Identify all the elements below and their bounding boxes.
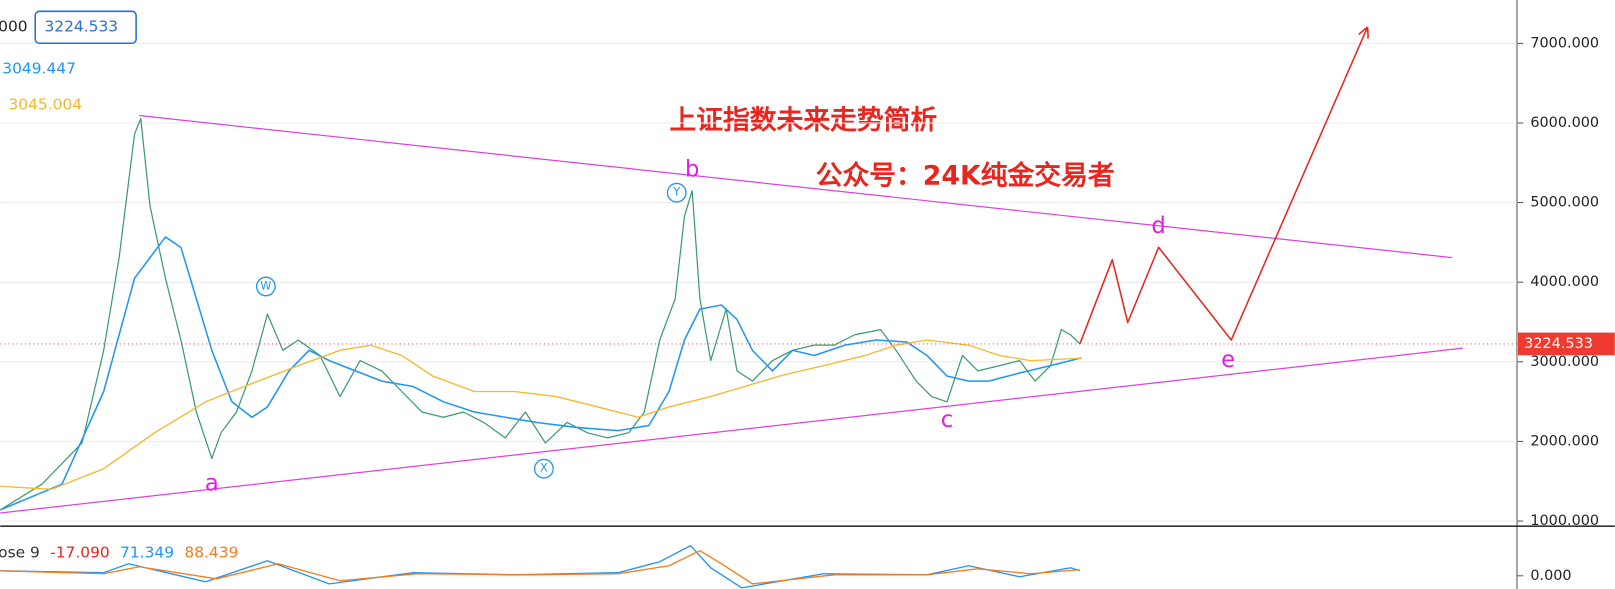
series-line bbox=[1079, 28, 1367, 345]
readout: 3045.004 bbox=[8, 96, 82, 114]
wave-label: b bbox=[685, 157, 699, 183]
series-line bbox=[0, 550, 1080, 585]
y-tick-label: 1000.000 bbox=[1530, 513, 1599, 529]
y-tick-label: 4000.000 bbox=[1530, 274, 1599, 290]
series-line bbox=[139, 114, 1453, 259]
wave-label: e bbox=[1221, 347, 1235, 373]
readout: 3049.447 bbox=[2, 59, 76, 77]
y-tick-label: 7000.000 bbox=[1530, 35, 1599, 51]
readout: 71.349 bbox=[120, 543, 174, 561]
y-tick-label: 2000.000 bbox=[1530, 433, 1599, 449]
readout: -17.090 bbox=[50, 543, 110, 561]
readout: 88.439 bbox=[184, 543, 238, 561]
readout: 000 bbox=[0, 17, 28, 35]
y-tick-label: 0.000 bbox=[1530, 568, 1571, 584]
wave-label: c bbox=[941, 407, 953, 433]
wave-label: X bbox=[540, 461, 548, 475]
series-line bbox=[0, 117, 1081, 511]
wave-circle bbox=[255, 276, 276, 297]
chart-title: 上证指数未来走势简析 bbox=[670, 104, 938, 136]
y-tick-label: 6000.000 bbox=[1530, 115, 1599, 131]
chart-subtitle: 公众号：24K纯金交易者 bbox=[816, 160, 1115, 192]
y-tick-label: 3000.000 bbox=[1530, 354, 1599, 370]
wave-label: a bbox=[205, 471, 219, 497]
price-tag-label: 3224.533 bbox=[1524, 336, 1593, 352]
y-tick-label: 5000.000 bbox=[1530, 195, 1599, 211]
readout-box bbox=[34, 10, 137, 45]
series-line bbox=[0, 339, 1082, 490]
price-tag bbox=[1518, 332, 1615, 356]
readout: 3224.533 bbox=[44, 17, 118, 35]
wave-circle bbox=[533, 458, 554, 479]
readout: ose 9 bbox=[0, 543, 40, 561]
wave-circle bbox=[666, 182, 687, 203]
wave-label: d bbox=[1151, 213, 1165, 239]
series-line bbox=[0, 544, 1081, 589]
series-line bbox=[0, 236, 1082, 511]
wave-label: W bbox=[260, 278, 271, 292]
wave-label: Y bbox=[672, 185, 680, 199]
series-line bbox=[0, 347, 1463, 514]
